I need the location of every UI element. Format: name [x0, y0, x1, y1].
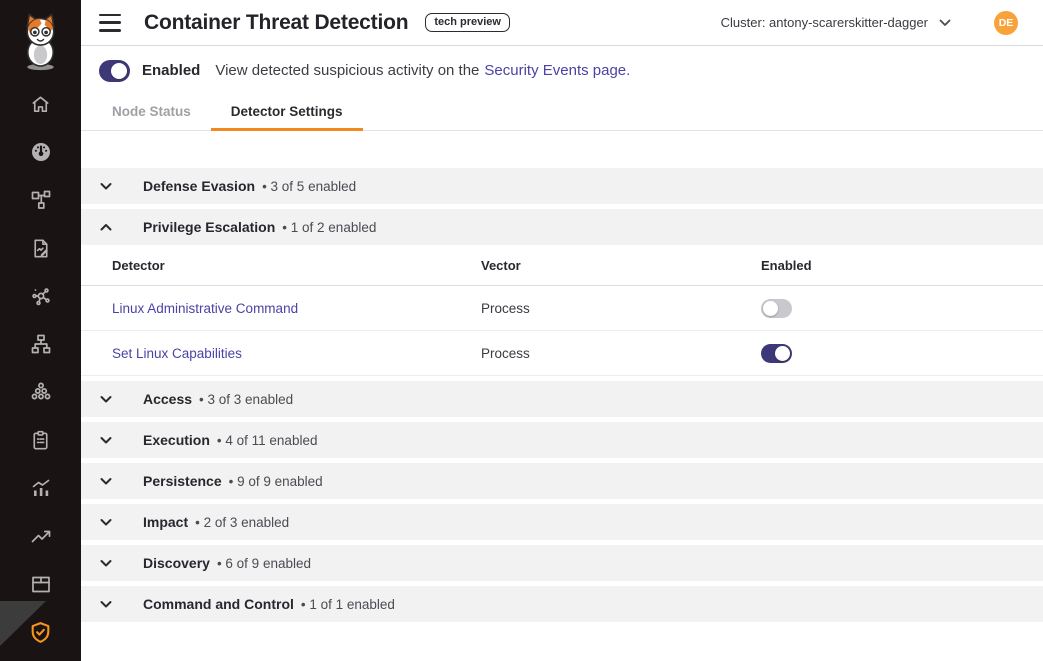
section-count: • 4 of 11 enabled: [216, 432, 318, 448]
chevron-down-icon: [939, 19, 951, 26]
calico-cat-logo[interactable]: [17, 11, 64, 71]
sidebar-nav: [0, 80, 81, 656]
chevron-down-icon: [98, 596, 114, 612]
detector-link[interactable]: Set Linux Capabilities: [112, 345, 242, 361]
column-header-enabled: Enabled: [761, 257, 812, 273]
table-row: Linux Administrative Command Process: [81, 286, 1043, 331]
vector-value: Process: [481, 345, 530, 361]
chevron-up-icon: [98, 219, 114, 235]
sidebar-item-compliance[interactable]: [0, 416, 81, 464]
home-icon: [32, 95, 49, 112]
detectors-table: Detector Vector Enabled Linux Administra…: [81, 245, 1043, 376]
chevron-down-icon: [98, 391, 114, 407]
section-count: • 3 of 5 enabled: [262, 178, 357, 194]
service-graph-icon: [31, 190, 50, 209]
network-icon: [31, 334, 50, 354]
chevron-down-icon: [98, 555, 114, 571]
sidebar-item-policies[interactable]: [0, 224, 81, 272]
section-privilege-escalation[interactable]: Privilege Escalation • 1 of 2 enabled: [81, 209, 1043, 245]
trends-icon: [31, 530, 50, 543]
cluster-selector-label: Cluster: antony-scarerskitter-dagger: [720, 15, 928, 30]
detector-enabled-toggle[interactable]: [761, 298, 792, 318]
detection-enabled-toggle[interactable]: [99, 59, 130, 82]
toggle-knob: [111, 62, 127, 79]
sidebar-item-activity[interactable]: [0, 464, 81, 512]
security-events-link[interactable]: Security Events page.: [484, 62, 631, 79]
section-execution[interactable]: Execution • 4 of 11 enabled: [81, 422, 1043, 458]
chevron-down-icon: [98, 178, 114, 194]
section-label: Access: [143, 391, 193, 407]
sidebar-item-home[interactable]: [0, 80, 81, 128]
main-area: Container Threat Detection tech preview …: [81, 0, 1043, 661]
section-count: • 1 of 1 enabled: [300, 596, 395, 612]
section-count: • 3 of 3 enabled: [199, 391, 294, 407]
detector-link[interactable]: Linux Administrative Command: [112, 300, 299, 316]
section-defense-evasion[interactable]: Defense Evasion • 3 of 5 enabled: [81, 168, 1043, 204]
tab-node-status[interactable]: Node Status: [92, 95, 211, 131]
section-count: • 2 of 3 enabled: [195, 514, 290, 530]
hamburger-menu-icon[interactable]: [99, 13, 121, 32]
detector-settings-panel: Defense Evasion • 3 of 5 enabled Privile…: [81, 168, 1043, 622]
sidebar-item-image-assurance[interactable]: [0, 560, 81, 608]
tab-detector-settings[interactable]: Detector Settings: [210, 95, 363, 131]
detection-enable-row: Enabled View detected suspicious activit…: [81, 46, 1043, 95]
toggle-knob: [775, 345, 790, 361]
section-label: Execution: [143, 432, 210, 448]
sidebar-item-service-graph[interactable]: [0, 176, 81, 224]
section-persistence[interactable]: Persistence • 9 of 9 enabled: [81, 463, 1043, 499]
section-count: • 6 of 9 enabled: [216, 555, 311, 571]
section-label: Persistence: [143, 473, 222, 489]
sidebar-item-dashboard[interactable]: [0, 128, 81, 176]
avatar[interactable]: DE: [994, 10, 1018, 35]
compliance-icon: [33, 430, 48, 449]
tab-bar: Node Status Detector Settings: [81, 95, 1043, 131]
section-count: • 9 of 9 enabled: [228, 473, 323, 489]
sidebar-item-network[interactable]: [0, 320, 81, 368]
page-title: Container Threat Detection: [144, 10, 409, 34]
chevron-down-icon: [98, 514, 114, 530]
vector-value: Process: [481, 300, 530, 316]
section-impact[interactable]: Impact • 2 of 3 enabled: [81, 504, 1043, 540]
section-command-and-control[interactable]: Command and Control • 1 of 1 enabled: [81, 586, 1043, 622]
mesh-icon: [31, 382, 50, 400]
section-access[interactable]: Access • 3 of 3 enabled: [81, 381, 1043, 417]
detectors-table-header: Detector Vector Enabled: [81, 245, 1043, 286]
column-header-detector: Detector: [112, 257, 165, 273]
column-header-vector: Vector: [481, 257, 521, 273]
tech-preview-badge: tech preview: [425, 13, 510, 32]
table-row: Set Linux Capabilities Process: [81, 331, 1043, 376]
chevron-down-icon: [98, 432, 114, 448]
top-bar: Container Threat Detection tech preview …: [81, 0, 1043, 46]
sidebar-item-trends[interactable]: [0, 512, 81, 560]
enabled-label: Enabled: [142, 62, 201, 79]
section-discovery[interactable]: Discovery • 6 of 9 enabled: [81, 545, 1043, 581]
chevron-down-icon: [98, 473, 114, 489]
section-label: Privilege Escalation: [143, 219, 276, 235]
endpoints-icon: [31, 288, 50, 306]
policies-icon: [34, 239, 48, 257]
sidebar-item-endpoints[interactable]: [0, 272, 81, 320]
section-label: Impact: [143, 514, 189, 530]
toggle-knob: [763, 300, 778, 316]
section-label: Defense Evasion: [143, 178, 256, 194]
section-label: Command and Control: [143, 596, 294, 612]
threat-defense-icon: [31, 621, 50, 643]
dashboard-icon: [31, 143, 50, 161]
section-count: • 1 of 2 enabled: [282, 219, 377, 235]
section-label: Discovery: [143, 555, 210, 571]
sidebar-item-threat-defense[interactable]: [0, 608, 81, 656]
cluster-selector[interactable]: Cluster: antony-scarerskitter-dagger: [721, 15, 951, 30]
detector-enabled-toggle[interactable]: [761, 343, 792, 363]
activity-icon: [32, 479, 49, 496]
sidebar: [0, 0, 81, 661]
sidebar-item-mesh[interactable]: [0, 368, 81, 416]
image-assurance-icon: [31, 576, 50, 593]
enabled-description: View detected suspicious activity on the: [215, 62, 480, 79]
